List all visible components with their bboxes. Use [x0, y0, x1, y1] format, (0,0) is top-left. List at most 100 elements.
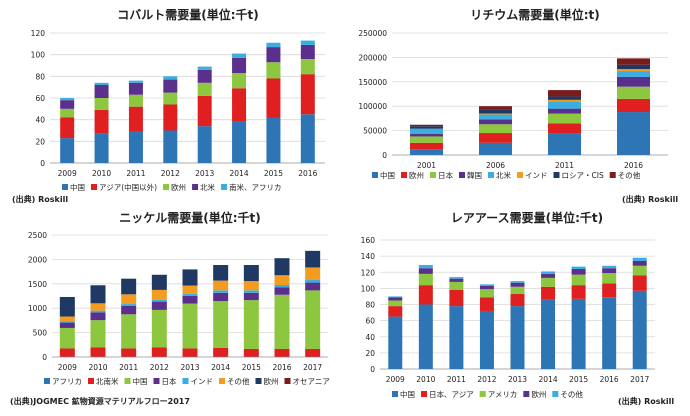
bar-segment-2016-1 [300, 74, 315, 115]
legend-item: 北南米 [88, 376, 119, 386]
x-tick-label: 2009 [58, 363, 77, 372]
y-tick-label: 0 [370, 365, 375, 374]
x-tick-label: 2011 [555, 161, 574, 170]
x-tick-label: 2017 [630, 375, 649, 384]
legend-swatch [552, 391, 559, 397]
y-tick-label: 50000 [363, 127, 387, 136]
legend-label: 南米、アフリカ [229, 182, 282, 192]
bar-segment-2016-3 [300, 44, 315, 59]
bar-segment-2016-2 [274, 294, 290, 349]
legend-label: 韓国 [467, 170, 482, 180]
bar-segment-2014-1 [541, 286, 556, 300]
legend-label: その他 [227, 376, 250, 386]
bar-segment-2001-2 [410, 136, 443, 143]
bar-segment-2016-0 [602, 297, 617, 369]
bar-segment-2011-6 [548, 96, 581, 100]
legend-swatch [182, 378, 189, 384]
y-tick-label: 500 [33, 329, 48, 338]
bar-segment-2001-7 [410, 124, 443, 127]
source-note: (出典) Roskill [622, 194, 678, 204]
bar-segment-2015-1 [571, 285, 586, 299]
chart-title: リチウム需要量(単位:t) [470, 7, 600, 22]
bar-segment-2010-0 [418, 304, 433, 369]
bar-segment-2011-4 [548, 101, 581, 109]
bar-segment-2016-1 [602, 283, 617, 298]
bar-segment-2013-4 [510, 281, 525, 283]
y-tick-label: 150000 [358, 78, 387, 87]
y-tick-label: 60 [365, 317, 375, 326]
bar-segment-2011-0 [449, 306, 464, 369]
legend-item: 中国 [124, 376, 148, 386]
x-tick-label: 2013 [508, 375, 527, 384]
legend-label: 欧州 [171, 182, 186, 192]
legend-item: ロシア・CIS [553, 171, 604, 180]
bar-segment-2012-5 [151, 289, 167, 300]
bar-segment-2011-0 [128, 131, 143, 163]
legend-swatch [221, 184, 228, 190]
bar-segment-2015-3 [266, 47, 281, 63]
legend-swatch [284, 378, 291, 384]
bar-segment-2006-5 [479, 113, 512, 115]
x-tick-label: 2014 [230, 169, 249, 178]
bar-segment-2014-3 [213, 292, 229, 302]
x-tick-label: 2015 [264, 169, 283, 178]
legend-label: 北米 [200, 182, 215, 192]
chart-title: レアアース需要量(単位:千t) [451, 210, 603, 225]
legend-item: 南米、アフリカ [221, 182, 282, 192]
legend-swatch [392, 391, 398, 397]
y-tick-label: 0 [40, 159, 45, 168]
x-tick-label: 2009 [386, 375, 405, 384]
bar-segment-2017-1 [305, 348, 321, 357]
bar-segment-2016-4 [617, 71, 650, 77]
bar-segment-2017-5 [305, 267, 321, 280]
bar-segment-2011-4 [121, 304, 137, 307]
legend-item: アジア(中国以外) [91, 182, 157, 192]
bar-segment-2013-2 [197, 82, 212, 96]
bar-segment-2014-4 [232, 53, 247, 58]
x-tick-label: 2012 [477, 375, 496, 384]
bar-segment-2010-1 [418, 285, 433, 305]
bar-segment-2012-2 [479, 289, 494, 298]
bar-segment-2011-1 [548, 123, 581, 134]
bar-segment-2011-1 [128, 106, 143, 132]
y-tick-label: 80 [35, 72, 45, 81]
bar-segment-2009-2 [60, 108, 75, 118]
chart-title: ニッケル需要量(単位:千t) [119, 210, 261, 225]
bar-segment-2010-1 [94, 109, 109, 134]
bar-segment-2013-6 [182, 269, 198, 286]
bar-segment-2014-2 [213, 301, 229, 348]
bar-segment-2012-2 [163, 92, 178, 105]
bar-segment-2017-3 [632, 260, 647, 266]
y-tick-label: 1000 [28, 304, 47, 313]
chart-rareearth: レアアース需要量(単位:千t) 0 20 40 60 80 100 120 140 160 2009… [361, 210, 675, 406]
bar-segment-2015-6 [243, 265, 259, 282]
x-tick-label: 2009 [58, 169, 77, 178]
bar-segment-2010-2 [94, 98, 109, 110]
bar-segment-2009-3 [388, 297, 403, 301]
bar-segment-2006-7 [479, 106, 512, 110]
bar-segment-2013-3 [182, 295, 198, 304]
bar-segment-2010-6 [90, 285, 106, 304]
bar-segment-2014-4 [213, 290, 229, 293]
bar-segment-2017-3 [305, 282, 321, 291]
legend-swatch [609, 172, 616, 178]
bar-segment-2016-2 [602, 273, 617, 284]
legend-item: 中国 [62, 182, 85, 192]
bar-segment-2015-4 [243, 290, 259, 293]
bar-segment-2016-4 [274, 285, 290, 288]
y-tick-label: 100000 [358, 102, 387, 111]
bar-segment-2011-3 [548, 108, 581, 114]
y-tick-label: 80 [365, 301, 375, 310]
legend-label: オセアニア [293, 377, 330, 386]
legend-label: 日本 [438, 170, 453, 180]
bar-segment-2011-2 [121, 314, 137, 349]
legend-item: オセアニア [284, 377, 330, 386]
y-tick-label: 20 [365, 349, 375, 358]
chart-cobalt: コバルト需要量(単位:千t) 0 20 40 60 80 100 120 2009 2010 201… [12, 7, 325, 204]
legend-swatch [192, 184, 199, 190]
y-tick-label: 140 [361, 252, 376, 261]
bar-segment-2015-2 [266, 62, 281, 79]
bar-segment-2014-4 [541, 271, 556, 274]
bar-segment-2013-4 [197, 66, 212, 70]
bar-segment-2010-2 [418, 273, 433, 286]
